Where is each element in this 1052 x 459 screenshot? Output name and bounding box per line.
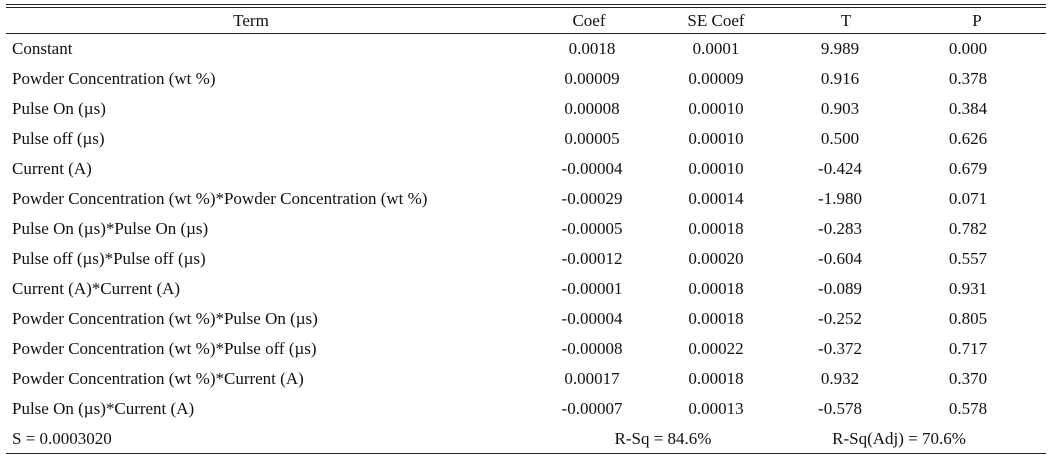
cell-se-coef: 0.00009 <box>688 69 744 88</box>
column-header-t: T <box>840 10 852 30</box>
table-row: Powder Concentration (wt %) 0.00009 0.0000… <box>6 64 1046 94</box>
cell-coef: 0.00008 <box>564 99 620 118</box>
cell-t: -0.283 <box>818 219 862 238</box>
cell-p: 0.717 <box>948 339 988 358</box>
cell-p: 0.071 <box>948 189 988 208</box>
column-header-se-coef: SE Coef <box>687 10 745 30</box>
cell-term: Powder Concentration (wt %) <box>12 69 216 88</box>
cell-term: Powder Concentration (wt %)*Pulse off (µ… <box>12 339 317 358</box>
cell-coef: -0.00004 <box>561 159 623 178</box>
table-row: Powder Concentration (wt %)*Pulse off (µ… <box>6 334 1046 364</box>
cell-se-coef: 0.00010 <box>688 129 744 148</box>
cell-se-coef: 0.00018 <box>688 369 744 388</box>
cell-t: 9.989 <box>820 39 860 58</box>
cell-t: 0.916 <box>820 69 860 88</box>
header-row: Term Coef SE Coef T P <box>6 6 1046 34</box>
cell-coef: -0.00007 <box>561 399 623 418</box>
column-header-coef: Coef <box>572 10 606 30</box>
table-row: Current (A) -0.00004 0.00010 -0.424 0.679 <box>6 154 1046 184</box>
coefficients-table: Term Coef SE Coef T P Constant 0.0018 0.00… <box>6 6 1046 454</box>
cell-se-coef: 0.0001 <box>692 39 740 58</box>
cell-coef: -0.00001 <box>561 279 623 298</box>
cell-t: -0.578 <box>818 399 862 418</box>
summary-r-sq-adj: R-Sq(Adj) = 70.6% <box>832 429 966 448</box>
cell-p: 0.384 <box>948 99 988 118</box>
cell-p: 0.931 <box>948 279 988 298</box>
cell-se-coef: 0.00014 <box>688 189 744 208</box>
table-body: Constant 0.0018 0.0001 9.989 0.000 Powder Con… <box>6 34 1046 454</box>
cell-se-coef: 0.00010 <box>688 159 744 178</box>
cell-p: 0.782 <box>948 219 988 238</box>
cell-term: Powder Concentration (wt %)*Current (A) <box>12 369 304 388</box>
cell-se-coef: 0.00010 <box>688 99 744 118</box>
cell-se-coef: 0.00018 <box>688 219 744 238</box>
cell-coef: -0.00005 <box>561 219 623 238</box>
cell-p: 0.378 <box>948 69 988 88</box>
cell-se-coef: 0.00018 <box>688 279 744 298</box>
table-row: Pulse On (µs) 0.00008 0.00010 0.903 0.384 <box>6 94 1046 124</box>
cell-se-coef: 0.00018 <box>688 309 744 328</box>
cell-p: 0.805 <box>948 309 988 328</box>
cell-p: 0.000 <box>948 39 988 58</box>
cell-coef: -0.00029 <box>561 189 623 208</box>
cell-coef: 0.00017 <box>564 369 620 388</box>
table-row: Pulse off (µs) 0.00005 0.00010 0.500 0.626 <box>6 124 1046 154</box>
cell-p: 0.626 <box>948 129 988 148</box>
cell-coef: 0.00009 <box>564 69 620 88</box>
cell-se-coef: 0.00013 <box>688 399 744 418</box>
cell-coef: 0.0018 <box>568 39 616 58</box>
top-rule <box>6 4 1046 6</box>
cell-p: 0.557 <box>948 249 988 268</box>
cell-t: 0.903 <box>820 99 860 118</box>
table-row: Pulse On (µs)*Pulse On (µs) -0.00005 0.000… <box>6 214 1046 244</box>
cell-term: Pulse off (µs)*Pulse off (µs) <box>12 249 206 268</box>
cell-term: Pulse On (µs)*Pulse On (µs) <box>12 219 209 238</box>
table-row: Powder Concentration (wt %)*Powder Conce… <box>6 184 1046 214</box>
cell-p: 0.679 <box>948 159 988 178</box>
cell-term: Current (A) <box>12 159 92 178</box>
cell-p: 0.578 <box>948 399 988 418</box>
column-header-p: P <box>972 10 982 30</box>
cell-t: -0.372 <box>818 339 862 358</box>
table-row: Powder Concentration (wt %)*Pulse On (µs… <box>6 304 1046 334</box>
summary-r-sq: R-Sq = 84.6% <box>614 429 712 448</box>
cell-term: Constant <box>12 39 73 58</box>
cell-se-coef: 0.00020 <box>688 249 744 268</box>
cell-term: Current (A)*Current (A) <box>12 279 181 298</box>
cell-coef: 0.00005 <box>564 129 620 148</box>
cell-t: -1.980 <box>818 189 862 208</box>
bottom-rule <box>6 453 1046 455</box>
top-rule-double <box>6 7 1046 8</box>
cell-t: -0.252 <box>818 309 862 328</box>
column-header-term: Term <box>233 10 269 30</box>
cell-coef: -0.00008 <box>561 339 623 358</box>
cell-term: Pulse On (µs)*Current (A) <box>12 399 195 418</box>
cell-t: 0.932 <box>820 369 860 388</box>
cell-term: Pulse On (µs) <box>12 99 106 118</box>
cell-coef: -0.00012 <box>561 249 623 268</box>
table-row: Powder Concentration (wt %)*Current (A) 0… <box>6 364 1046 394</box>
cell-term: Powder Concentration (wt %)*Powder Conce… <box>12 189 428 208</box>
cell-coef: -0.00004 <box>561 309 623 328</box>
cell-term: Pulse off (µs) <box>12 129 105 148</box>
cell-t: -0.089 <box>818 279 862 298</box>
cell-t: -0.424 <box>818 159 862 178</box>
table-row: Pulse off (µs)*Pulse off (µs) -0.00012 0.0… <box>6 244 1046 274</box>
cell-term: Powder Concentration (wt %)*Pulse On (µs… <box>12 309 318 328</box>
cell-p: 0.370 <box>948 369 988 388</box>
table-row: Current (A)*Current (A) -0.00001 0.00018 -0… <box>6 274 1046 304</box>
cell-t: -0.604 <box>818 249 862 268</box>
summary-row: S = 0.0003020 R-Sq = 84.6% R-Sq(Adj) = 70.… <box>6 424 1046 454</box>
summary-s: S = 0.0003020 <box>12 429 112 448</box>
cell-t: 0.500 <box>820 129 860 148</box>
cell-se-coef: 0.00022 <box>688 339 744 358</box>
table-row: Constant 0.0018 0.0001 9.989 0.000 <box>6 34 1046 64</box>
table-row: Pulse On (µs)*Current (A) -0.00007 0.00013… <box>6 394 1046 424</box>
header-rule <box>6 33 1046 34</box>
